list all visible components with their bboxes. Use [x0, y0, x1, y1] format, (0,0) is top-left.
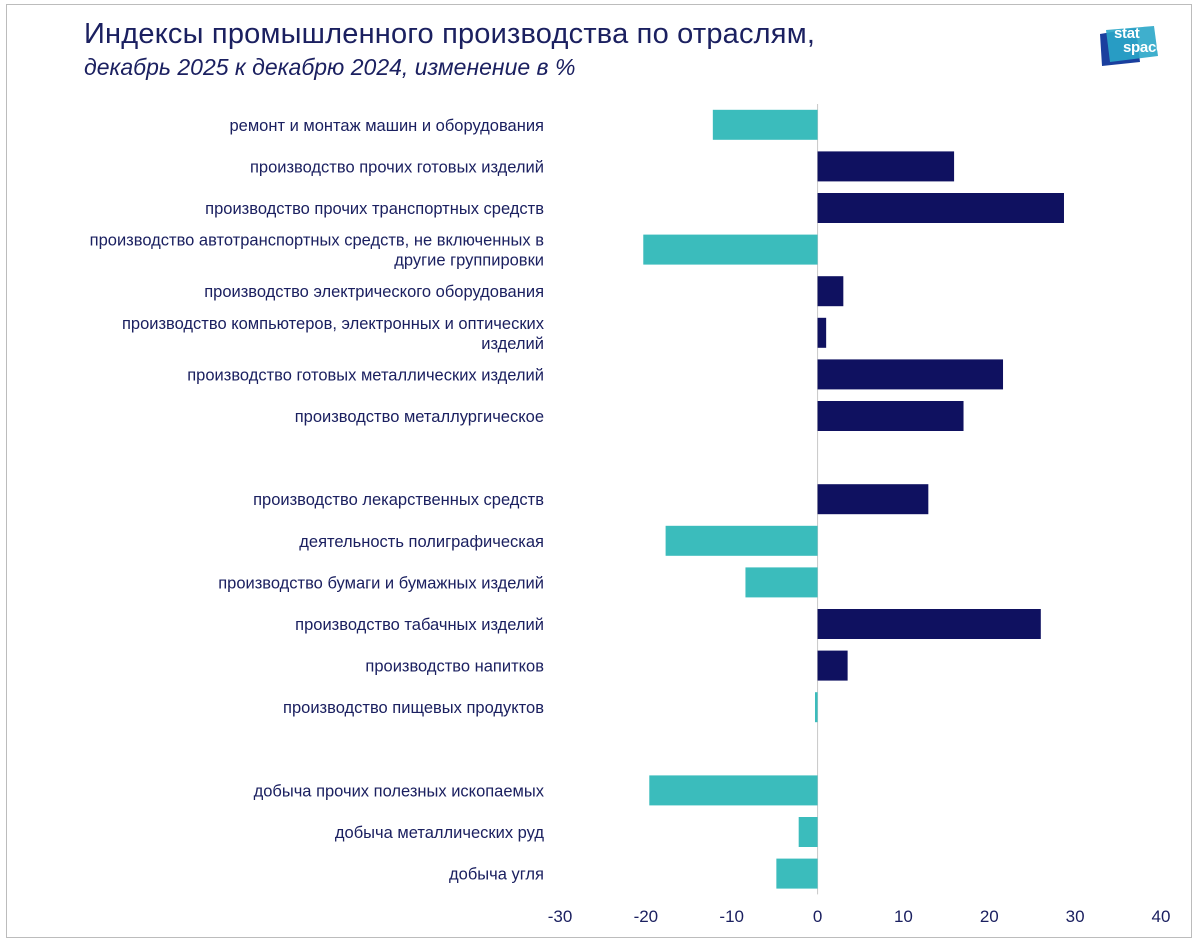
category-label: производство бумаги и бумажных изделий — [218, 574, 544, 592]
logo-text-space: space — [1123, 39, 1165, 56]
bar — [814, 692, 818, 723]
category-label: производство готовых металлических издел… — [187, 366, 544, 384]
bar — [817, 151, 955, 182]
category-label: производство электрического оборудования — [204, 283, 544, 301]
x-tick-label: 40 — [1152, 907, 1171, 926]
bar — [817, 484, 929, 515]
category-label: добыча угля — [449, 866, 544, 884]
bar — [817, 276, 844, 307]
category-label: производство компьютеров, электронных и … — [122, 315, 545, 353]
bar — [649, 775, 818, 806]
bar — [665, 525, 818, 556]
chart-frame — [6, 4, 1192, 938]
bar — [817, 317, 827, 348]
chart-subtitle: декабрь 2025 к декабрю 2024, изменение в… — [84, 54, 576, 80]
statspace-logo: stat space — [1096, 26, 1168, 68]
category-label: производство металлургическое — [295, 408, 544, 426]
category-label: производство пищевых продуктов — [283, 699, 544, 717]
category-label: производство лекарственных средств — [253, 491, 544, 509]
category-label: производство прочих транспортных средств — [205, 200, 544, 218]
bar — [817, 401, 964, 431]
x-tick-label: 30 — [1066, 907, 1085, 926]
category-label: добыча металлических руд — [335, 824, 544, 842]
category-label: деятельность полиграфическая — [299, 533, 544, 551]
bar — [817, 193, 1064, 223]
x-tick-label: 0 — [813, 907, 822, 926]
category-label: производство напитков — [365, 658, 544, 676]
category-label: производство автотранспортных средств, н… — [90, 232, 545, 270]
x-tick-label: -10 — [719, 907, 744, 926]
x-tick-label: -20 — [634, 907, 659, 926]
category-label: производство прочих готовых изделий — [250, 158, 544, 176]
category-label: добыча прочих полезных ископаемых — [254, 782, 545, 800]
bar — [817, 650, 848, 681]
category-label: ремонт и монтаж машин и оборудования — [229, 117, 544, 135]
bar — [745, 567, 818, 598]
bar — [776, 858, 818, 889]
x-tick-label: -30 — [548, 907, 573, 926]
bar — [798, 817, 818, 847]
logo-text-stat: stat — [1114, 25, 1140, 42]
bar — [817, 609, 1041, 639]
bar — [643, 234, 818, 265]
x-tick-label: 20 — [980, 907, 999, 926]
x-tick-label: 10 — [894, 907, 913, 926]
category-label: производство табачных изделий — [295, 616, 544, 634]
bar — [817, 359, 1004, 390]
chart-title: Индексы промышленного производства по от… — [84, 18, 816, 50]
bar — [712, 109, 818, 140]
